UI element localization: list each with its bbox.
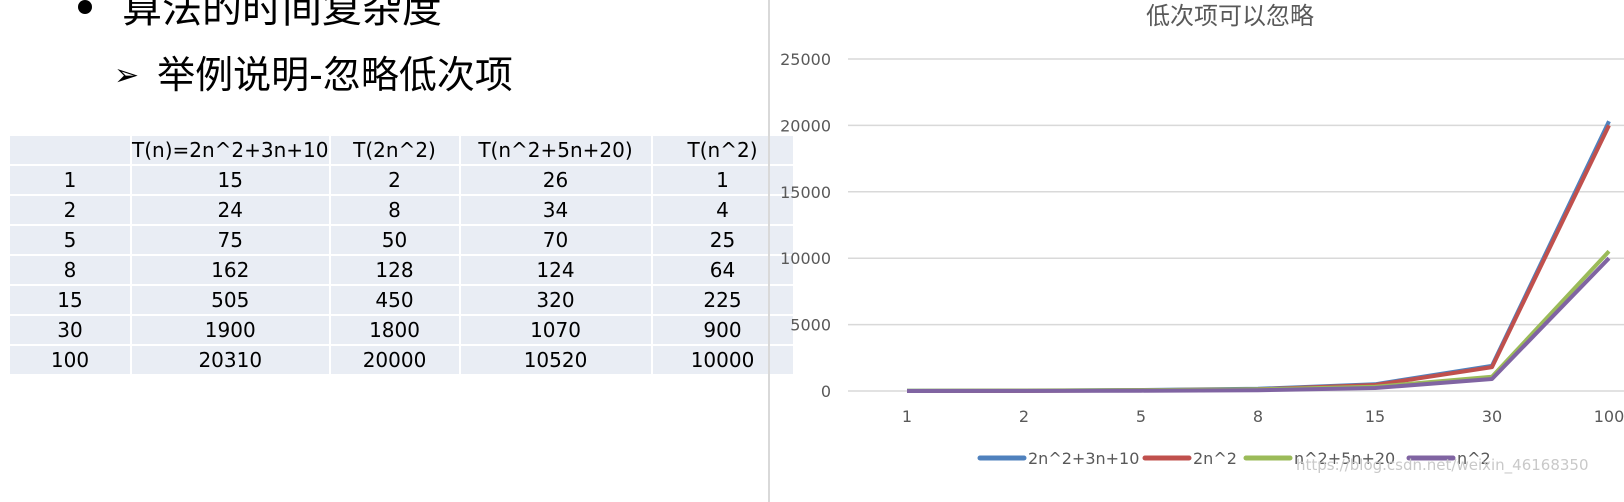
line-chart: 0 5000 10000 15000 20000 25000 1 2 5 8 15 30 100 2n… [780, 2, 1624, 468]
table-cell: 15 [130, 164, 331, 196]
table-cell: 128 [328, 254, 461, 286]
table-cell: 20000 [328, 344, 461, 376]
grid-layer [848, 58, 1624, 392]
legend: 2n^2+3n+10 2n^2 n^2+5n+20 n^2 [977, 449, 1491, 468]
table-cell: 1 [8, 164, 132, 196]
table-cell: 24 [130, 194, 331, 226]
series-line [906, 120, 1611, 393]
table-cell: 75 [130, 224, 331, 256]
table-cell: 320 [458, 284, 653, 316]
x-tick-label: 5 [1136, 407, 1146, 426]
x-tick-label: 30 [1482, 407, 1502, 426]
table-cell: 1900 [130, 314, 331, 346]
table-header-row: T(n)=2n^2+3n+10 T(2n^2) T(n^2+5n+20) T(n… [8, 134, 795, 166]
table-cell: 8 [8, 254, 132, 286]
complexity-table: T(n)=2n^2+3n+10 T(2n^2) T(n^2+5n+20) T(n… [8, 134, 795, 376]
legend-label: n^2 [1457, 449, 1491, 468]
table-row: 1 15 2 26 1 [8, 164, 795, 196]
y-tick-label: 25000 [780, 50, 831, 69]
chart-title: 低次项可以忽略 [1146, 2, 1314, 30]
x-tick-label: 15 [1365, 407, 1385, 426]
table-cell: 100 [8, 344, 132, 376]
table-cell: 124 [458, 254, 653, 286]
table-row: 2 24 8 34 4 [8, 194, 795, 226]
y-tick-label: 10000 [780, 249, 831, 268]
table-row: 5 75 50 70 25 [8, 224, 795, 256]
legend-label: 2n^2+3n+10 [1028, 449, 1139, 468]
x-tick-label: 1 [902, 407, 912, 426]
table-header-cell: T(2n^2) [328, 134, 461, 166]
legend-label: 2n^2 [1193, 449, 1237, 468]
x-tick-label: 100 [1594, 407, 1624, 426]
table-row: 100 20310 20000 10520 10000 [8, 344, 795, 376]
y-tick-label: 0 [821, 382, 831, 401]
x-tick-label: 2 [1019, 407, 1029, 426]
table-cell: 30 [8, 314, 132, 346]
table-cell: 20310 [130, 344, 331, 376]
table-cell: 2 [328, 164, 461, 196]
table-header-cell: T(n^2+5n+20) [458, 134, 653, 166]
x-tick-label: 8 [1253, 407, 1263, 426]
table-row: 8 162 128 124 64 [8, 254, 795, 286]
slide-heading-text: 算法的时间复杂度 [122, 0, 442, 32]
slide-heading: 算法的时间复杂度 [78, 0, 442, 34]
table-cell: 1070 [458, 314, 653, 346]
table-cell: 26 [458, 164, 653, 196]
table-cell: 225 [650, 284, 795, 316]
table-cell: 5 [8, 224, 132, 256]
y-tick-label: 15000 [780, 183, 831, 202]
table-header-cell: T(n)=2n^2+3n+10 [130, 134, 331, 166]
y-tick-label: 20000 [780, 116, 831, 135]
chart-divider [768, 0, 770, 502]
table-row: 30 1900 1800 1070 900 [8, 314, 795, 346]
table-cell: 450 [328, 284, 461, 316]
arrow-bullet-icon: ➢ [114, 58, 140, 93]
table-header-cell [8, 134, 132, 166]
table-cell: 70 [458, 224, 653, 256]
table-cell: 505 [130, 284, 331, 316]
table-cell: 162 [130, 254, 331, 286]
legend-label: n^2+5n+20 [1294, 449, 1395, 468]
y-tick-label: 5000 [790, 316, 831, 335]
table-cell: 15 [8, 284, 132, 316]
x-tick-labels: 1 2 5 8 15 30 100 [902, 407, 1624, 426]
slide-subheading-text: 举例说明-忽略低次项 [157, 53, 513, 97]
table-cell: 2 [8, 194, 132, 226]
table-cell: 50 [328, 224, 461, 256]
y-tick-labels: 0 5000 10000 15000 20000 25000 [780, 50, 831, 401]
series-line [906, 256, 1611, 393]
watermark: https://blog.csdn.net/weixin_46168350 [1296, 456, 1589, 474]
table-row: 15 505 450 320 225 [8, 284, 795, 316]
table-cell: 8 [328, 194, 461, 226]
table-cell: 10520 [458, 344, 653, 376]
bullet-icon [78, 0, 92, 14]
slide-subheading: ➢ 举例说明-忽略低次项 [114, 44, 513, 99]
table-cell: 34 [458, 194, 653, 226]
series-lines [906, 120, 1611, 393]
table-cell: 1800 [328, 314, 461, 346]
